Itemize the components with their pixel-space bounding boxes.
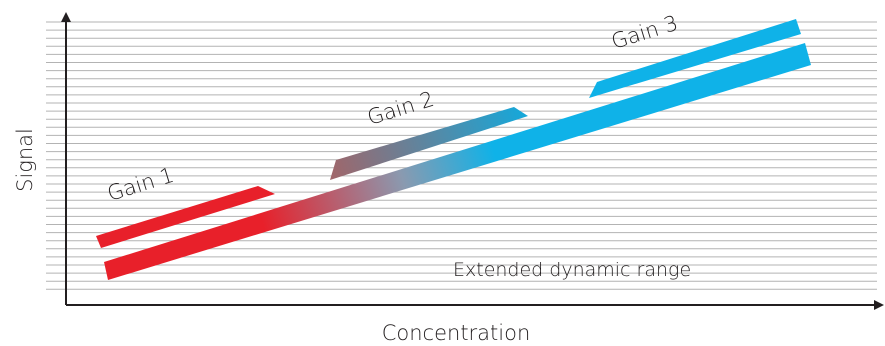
x-axis-label: Concentration [382,321,531,345]
label-gain-2: Gain 2 [364,87,436,130]
label-gain-1: Gain 1 [104,163,176,206]
band-extended-range [104,43,811,280]
axes [61,12,884,310]
band-gain-3 [589,19,801,98]
y-axis-arrow [61,12,71,22]
y-axis-label: Signal [13,128,37,192]
x-axis-arrow [874,300,884,310]
band-gain-2 [330,107,528,180]
band-gain-1 [96,186,275,248]
label-extended-dynamic-range: Extended dynamic range [453,259,691,281]
label-gain-3: Gain 3 [608,11,680,54]
